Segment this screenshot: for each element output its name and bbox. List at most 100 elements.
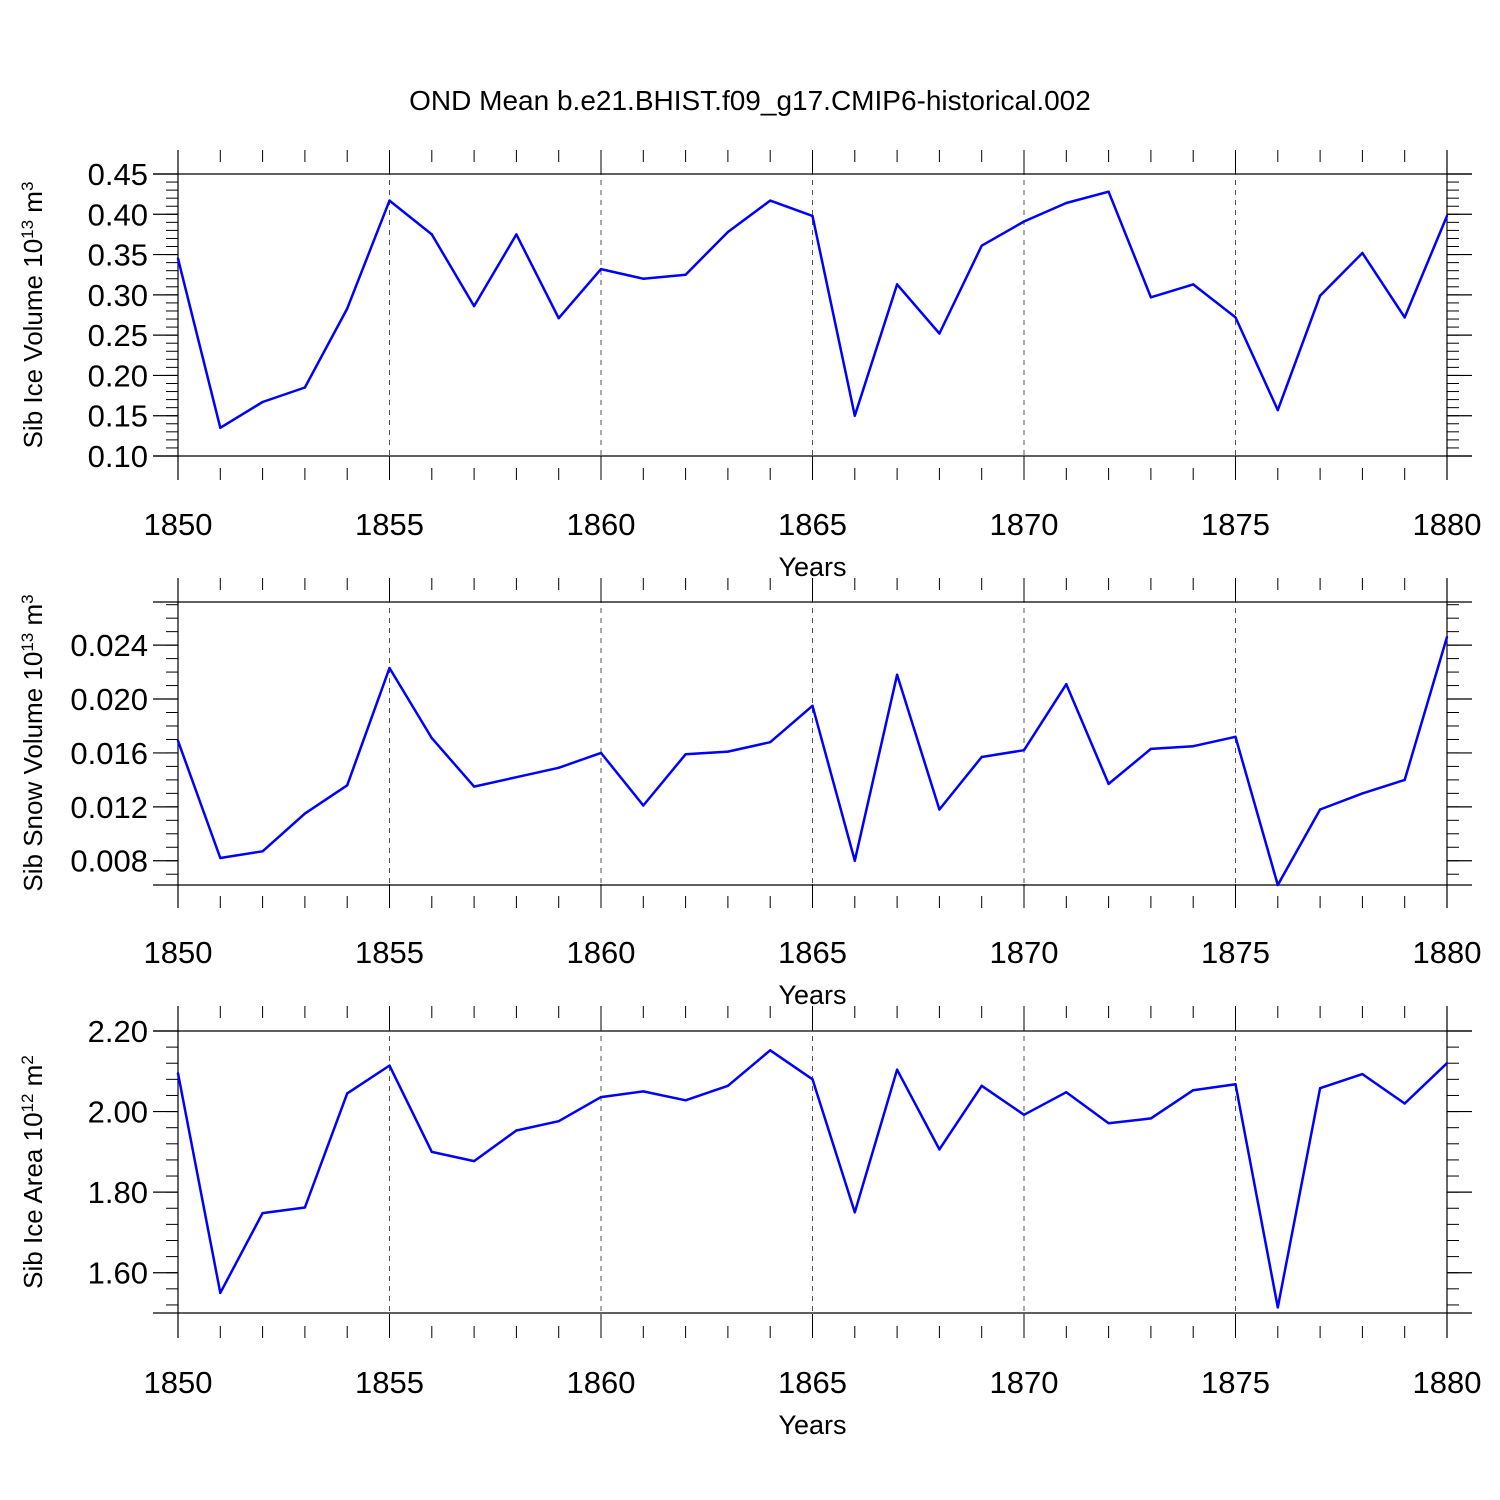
x-tick-label-1880: 1880 bbox=[1413, 507, 1482, 542]
data-point-1850 bbox=[176, 1072, 180, 1075]
data-point-1876 bbox=[1276, 1306, 1280, 1309]
x-tick-label-1870: 1870 bbox=[990, 1365, 1059, 1400]
data-point-1867 bbox=[895, 1068, 899, 1071]
data-point-1871 bbox=[1065, 1091, 1068, 1094]
y-tick-label: 1.80 bbox=[88, 1175, 148, 1210]
data-point-1872 bbox=[1107, 190, 1110, 193]
data-point-1861 bbox=[642, 277, 645, 280]
y-tick-label: 0.008 bbox=[70, 844, 148, 879]
data-point-1874 bbox=[1192, 283, 1195, 286]
data-point-1859 bbox=[557, 766, 560, 769]
y-axis-title-part: Sib Ice Volume 10 bbox=[18, 239, 48, 449]
data-point-1850 bbox=[176, 257, 180, 260]
data-point-1862 bbox=[684, 273, 687, 276]
y-axis-title-part: Sib Ice Area 10 bbox=[18, 1112, 48, 1288]
data-point-1875 bbox=[1234, 316, 1237, 319]
data-point-1865 bbox=[811, 704, 814, 707]
y-tick-label: 1.60 bbox=[88, 1256, 148, 1291]
data-point-1866 bbox=[853, 1211, 856, 1214]
panel-ice-volume: 0.10 0.15 0.20 0.25 0.30 0.35 0.40 0.45 1850 1855… bbox=[18, 150, 1482, 582]
data-point-1866 bbox=[853, 414, 856, 417]
x-tick-label-1860: 1860 bbox=[567, 1365, 636, 1400]
data-point-1877 bbox=[1318, 1087, 1322, 1090]
data-point-1876 bbox=[1276, 408, 1280, 412]
data-point-1855 bbox=[388, 199, 391, 202]
x-axis-title: Years bbox=[778, 980, 846, 1010]
data-point-1863 bbox=[726, 750, 730, 753]
y-tick-label: 2.00 bbox=[88, 1095, 148, 1130]
data-point-1865 bbox=[811, 1078, 814, 1081]
data-point-1863 bbox=[726, 1084, 730, 1087]
data-point-1875 bbox=[1234, 1082, 1237, 1086]
x-tick-label-1865: 1865 bbox=[778, 935, 847, 970]
data-point-1854 bbox=[346, 1092, 349, 1095]
y-axis-title-part: m bbox=[18, 191, 48, 220]
x-axis-title: Years bbox=[778, 1410, 846, 1440]
x-tick-label-1850: 1850 bbox=[144, 1365, 213, 1400]
x-tick-label-1865: 1865 bbox=[778, 507, 847, 542]
data-point-1873 bbox=[1149, 296, 1153, 299]
data-point-1871 bbox=[1065, 683, 1068, 686]
data-point-1870 bbox=[1022, 749, 1026, 752]
x-tick-label-1855: 1855 bbox=[355, 935, 424, 970]
y-tick-label: 0.20 bbox=[88, 358, 148, 393]
x-tick-label-1860: 1860 bbox=[567, 507, 636, 542]
data-point-1871 bbox=[1065, 201, 1068, 205]
x-tick-label-1880: 1880 bbox=[1413, 1365, 1482, 1400]
x-tick-label-1875: 1875 bbox=[1201, 935, 1270, 970]
y-axis-title-superscript: 13 bbox=[18, 220, 37, 239]
data-point-1874 bbox=[1192, 1089, 1195, 1092]
x-axis-title: Years bbox=[778, 552, 846, 582]
data-point-1857 bbox=[472, 304, 476, 308]
x-tick-label-1875: 1875 bbox=[1201, 1365, 1270, 1400]
data-point-1853 bbox=[303, 812, 307, 815]
x-tick-label-1880: 1880 bbox=[1413, 935, 1482, 970]
y-tick-label: 0.35 bbox=[88, 238, 148, 273]
data-point-1877 bbox=[1318, 808, 1322, 811]
panel-ice-area: 1.60 1.80 2.00 2.20 1850 1855 1860 1865 1870 1875… bbox=[18, 1006, 1482, 1440]
data-point-1861 bbox=[642, 1090, 645, 1093]
data-point-1852 bbox=[261, 400, 264, 404]
data-point-1863 bbox=[726, 230, 730, 234]
data-point-1869 bbox=[980, 755, 983, 759]
data-point-1877 bbox=[1318, 294, 1322, 297]
data-point-1870 bbox=[1022, 220, 1026, 223]
data-point-1853 bbox=[303, 1206, 307, 1209]
data-point-1870 bbox=[1022, 1113, 1026, 1116]
data-point-1855 bbox=[388, 666, 391, 670]
data-point-1868 bbox=[938, 332, 941, 335]
data-point-1864 bbox=[769, 740, 772, 744]
data-point-1875 bbox=[1234, 735, 1237, 738]
y-axis-title-part: m bbox=[18, 604, 48, 633]
y-tick-label: 0.45 bbox=[88, 157, 148, 192]
data-point-1872 bbox=[1107, 782, 1110, 786]
data-point-1878 bbox=[1361, 251, 1364, 255]
x-tick-label-1855: 1855 bbox=[355, 507, 424, 542]
y-tick-label: 0.25 bbox=[88, 318, 148, 353]
data-point-1851 bbox=[219, 856, 222, 860]
chart-title: OND Mean b.e21.BHIST.f09_g17.CMIP6-histo… bbox=[409, 85, 1091, 116]
y-tick-label: 0.012 bbox=[70, 790, 148, 825]
data-point-1859 bbox=[557, 1120, 560, 1123]
data-point-1857 bbox=[472, 785, 476, 788]
y-axis-title-part: m bbox=[18, 1065, 48, 1094]
data-point-1865 bbox=[811, 214, 814, 218]
data-point-1856 bbox=[430, 736, 433, 740]
data-point-1869 bbox=[980, 244, 983, 247]
y-tick-label: 0.40 bbox=[88, 197, 148, 232]
data-point-1854 bbox=[346, 307, 349, 310]
data-point-1878 bbox=[1361, 792, 1364, 795]
panel-snow-volume: 0.008 0.012 0.016 0.020 0.024 1850 1855 1860 186… bbox=[18, 578, 1482, 1010]
y-tick-label: 0.016 bbox=[70, 736, 148, 771]
data-point-1859 bbox=[557, 317, 560, 320]
y-axis-title: Sib Ice Area 1012 m2 bbox=[18, 1055, 49, 1289]
data-point-1860 bbox=[599, 1095, 603, 1099]
data-point-1852 bbox=[261, 850, 264, 853]
y-tick-label: 0.30 bbox=[88, 278, 148, 313]
data-point-1858 bbox=[515, 775, 518, 779]
x-tick-label-1875: 1875 bbox=[1201, 507, 1270, 542]
data-point-1861 bbox=[642, 804, 645, 807]
data-point-1852 bbox=[261, 1211, 264, 1215]
data-point-1860 bbox=[599, 751, 603, 755]
data-point-1874 bbox=[1192, 744, 1195, 748]
